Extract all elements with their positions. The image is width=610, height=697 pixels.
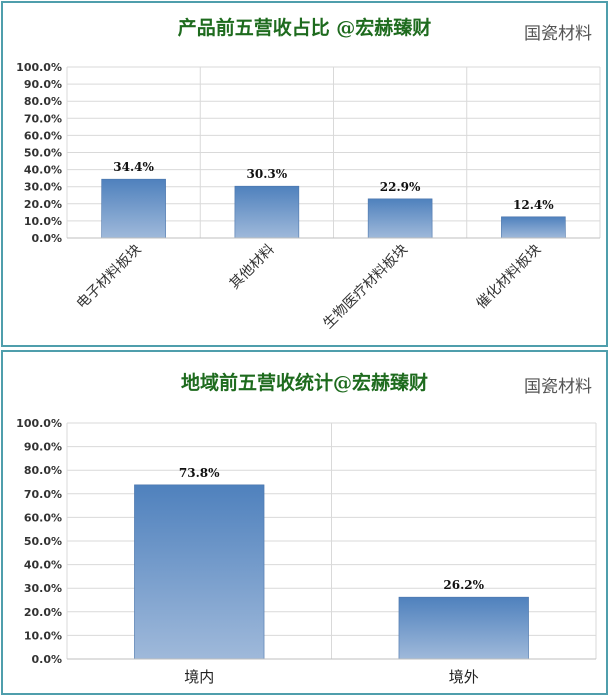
y-tick-label: 100.0% xyxy=(16,417,62,430)
y-tick-label: 40.0% xyxy=(24,164,62,177)
category-label: 生物医疗材料板块 xyxy=(320,242,411,333)
y-tick-label: 40.0% xyxy=(24,559,62,572)
data-label: 26.2% xyxy=(443,578,484,592)
y-tick-label: 30.0% xyxy=(24,181,62,194)
y-tick-label: 90.0% xyxy=(24,78,62,91)
bar xyxy=(234,185,300,239)
y-tick-label: 100.0% xyxy=(16,61,62,74)
bar xyxy=(501,216,566,239)
y-tick-label: 50.0% xyxy=(24,535,62,548)
y-tick-label: 0.0% xyxy=(31,653,62,666)
chart-title: 产品前五营收占比 @宏赫臻财 xyxy=(177,17,432,39)
chart-panel-region: 地域前五营收统计@宏赫臻财 国瓷材料 0.0% 10.0% 20.0% 30.0% 40… xyxy=(1,350,608,695)
chart-region-plot: 0.0% 10.0% 20.0% 30.0% 40.0% 50.0% 60.0% 70.0% 8… xyxy=(16,417,597,686)
data-label: 30.3% xyxy=(247,167,288,181)
category-label: 境外 xyxy=(449,668,479,686)
y-tick-label: 20.0% xyxy=(24,198,62,211)
y-tick-label: 60.0% xyxy=(24,129,62,142)
data-label: 34.4% xyxy=(113,160,154,174)
chart-title: 地域前五营收统计@宏赫臻财 xyxy=(180,372,428,394)
y-tick-label: 20.0% xyxy=(24,606,62,619)
data-label: 73.8% xyxy=(179,466,220,480)
data-label: 22.9% xyxy=(380,180,421,194)
y-tick-label: 80.0% xyxy=(24,95,62,108)
y-tick-label: 70.0% xyxy=(24,488,62,501)
category-label: 催化材料板块 xyxy=(473,242,544,313)
watermark-label: 国瓷材料 xyxy=(524,24,592,44)
bar xyxy=(134,484,265,660)
y-tick-label: 0.0% xyxy=(31,232,62,245)
bar xyxy=(101,178,166,239)
chart-panel-product: 产品前五营收占比 @宏赫臻财 国瓷材料 0.0% 10.0% 20.0% 30.0% 4… xyxy=(1,1,608,347)
watermark-label: 国瓷材料 xyxy=(524,377,592,397)
category-label: 电子材料板块 xyxy=(74,242,145,313)
y-tick-label: 80.0% xyxy=(24,464,62,477)
y-tick-label: 70.0% xyxy=(24,112,62,125)
chart-product-plot: 0.0% 10.0% 20.0% 30.0% 40.0% 50.0% 60.0% 70.0% 8… xyxy=(16,61,601,333)
y-tick-label: 50.0% xyxy=(24,147,62,160)
y-tick-label: 10.0% xyxy=(24,629,62,642)
category-label: 境内 xyxy=(184,668,214,686)
y-tick-label: 30.0% xyxy=(24,582,62,595)
bar xyxy=(398,596,529,660)
y-tick-label: 10.0% xyxy=(24,215,62,228)
y-tick-label: 60.0% xyxy=(24,511,62,524)
y-tick-label: 90.0% xyxy=(24,441,62,454)
data-label: 12.4% xyxy=(513,198,554,212)
bar xyxy=(367,198,433,239)
category-label: 其他材料 xyxy=(227,242,278,293)
